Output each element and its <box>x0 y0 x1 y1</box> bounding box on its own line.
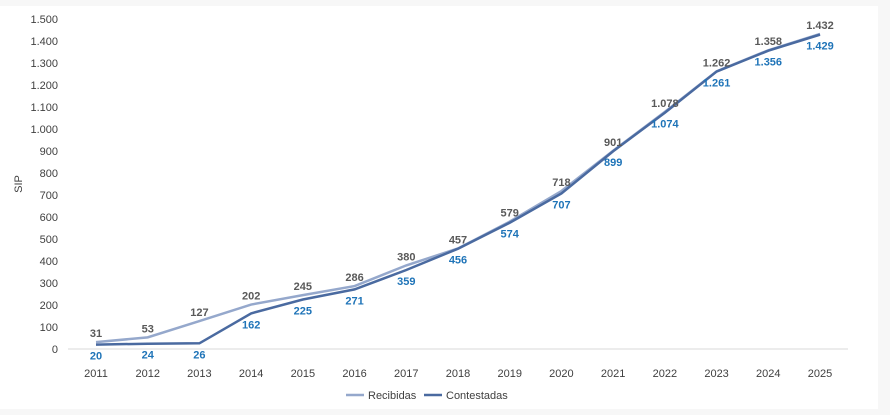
data-label: 1.262 <box>703 57 731 69</box>
x-tick-label: 2020 <box>549 368 573 380</box>
data-label: 574 <box>501 229 520 241</box>
y-tick-label: 100 <box>40 322 58 334</box>
chart-panel <box>0 6 878 409</box>
data-label: 1.429 <box>806 41 834 53</box>
data-label: 359 <box>397 276 415 288</box>
x-tick-label: 2021 <box>601 368 625 380</box>
x-tick-label: 2012 <box>135 368 159 380</box>
legend-label: Contestadas <box>446 390 508 402</box>
data-label: 1.261 <box>703 78 731 90</box>
data-label: 457 <box>449 234 467 246</box>
data-label: 1.074 <box>651 119 679 131</box>
data-label: 579 <box>501 208 519 220</box>
x-tick-label: 2014 <box>239 368 263 380</box>
y-tick-label: 300 <box>40 278 58 290</box>
x-tick-label: 2015 <box>291 368 315 380</box>
data-label: 286 <box>345 272 363 284</box>
data-label: 901 <box>604 137 622 149</box>
y-tick-label: 1.400 <box>30 36 58 48</box>
y-tick-label: 600 <box>40 212 58 224</box>
y-tick-label: 1.000 <box>30 124 58 136</box>
x-tick-label: 2011 <box>84 368 108 380</box>
x-tick-label: 2025 <box>808 368 832 380</box>
y-tick-label: 1.100 <box>30 102 58 114</box>
data-label: 53 <box>142 323 154 335</box>
x-tick-label: 2019 <box>497 368 521 380</box>
x-tick-label: 2018 <box>446 368 470 380</box>
data-label: 24 <box>142 350 155 362</box>
series-line-contestadas <box>95 33 821 346</box>
x-tick-label: 2024 <box>756 368 780 380</box>
data-label: 225 <box>294 306 312 318</box>
data-label: 718 <box>552 177 570 189</box>
y-tick-label: 0 <box>52 344 58 356</box>
legend-label: Recibidas <box>368 390 417 402</box>
y-tick-label: 1.300 <box>30 58 58 70</box>
data-label: 899 <box>604 157 622 169</box>
y-tick-label: 400 <box>40 256 58 268</box>
x-tick-label: 2016 <box>342 368 366 380</box>
y-axis-title: SIP <box>13 175 25 193</box>
data-label: 1.432 <box>806 20 834 32</box>
y-tick-label: 1.500 <box>30 14 58 26</box>
y-tick-label: 200 <box>40 300 58 312</box>
data-label: 162 <box>242 319 260 331</box>
x-tick-label: 2017 <box>394 368 418 380</box>
y-tick-label: 900 <box>40 146 58 158</box>
x-tick-label: 2013 <box>187 368 211 380</box>
data-label: 1.358 <box>755 36 783 48</box>
data-label: 707 <box>552 199 570 211</box>
data-label: 380 <box>397 251 415 263</box>
y-tick-label: 700 <box>40 190 58 202</box>
data-label: 456 <box>449 255 467 267</box>
data-label: 245 <box>294 281 312 293</box>
y-tick-label: 500 <box>40 234 58 246</box>
data-label: 127 <box>190 307 208 319</box>
y-tick-label: 800 <box>40 168 58 180</box>
data-label: 271 <box>345 295 363 307</box>
x-tick-label: 2023 <box>704 368 728 380</box>
data-label: 202 <box>242 291 260 303</box>
data-label: 31 <box>90 328 102 340</box>
y-tick-label: 1.200 <box>30 80 58 92</box>
x-tick-label: 2022 <box>653 368 677 380</box>
data-label: 26 <box>193 349 205 361</box>
data-label: 1.356 <box>755 57 783 69</box>
data-label: 20 <box>90 351 102 363</box>
data-label: 1.078 <box>651 98 679 110</box>
